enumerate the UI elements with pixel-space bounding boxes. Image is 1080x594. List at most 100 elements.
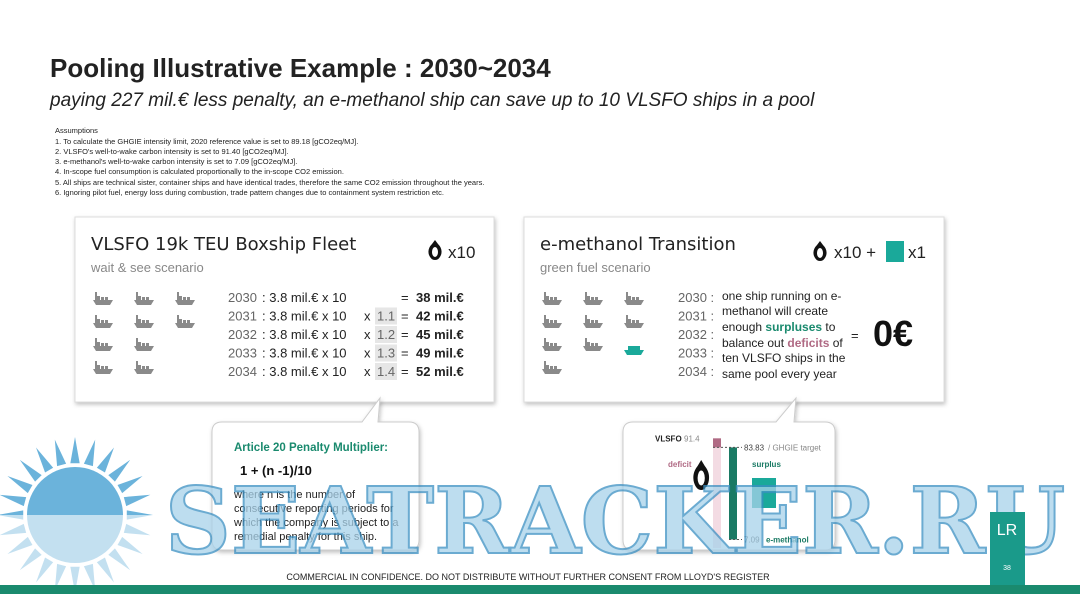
result: 45 mil.€ <box>416 327 464 342</box>
fleet-count: x10 + <box>834 243 876 262</box>
years: 2030 : 2031 : 2032 : 2033 : 2034 : <box>678 290 714 379</box>
assumption: 6. Ignoring pilot fuel, energy loss duri… <box>55 188 444 197</box>
highlight <box>375 307 397 325</box>
result: 38 mil.€ <box>416 290 464 305</box>
surpluses: surpluses <box>765 320 822 334</box>
year: 2033 : <box>678 346 714 361</box>
text: of <box>829 336 843 350</box>
sun-ray <box>0 510 24 520</box>
text-line: remedial penalty for this ship. <box>234 531 377 543</box>
text-line: methanol will create <box>722 304 828 318</box>
sun-ray <box>96 447 114 473</box>
logo: LR <box>997 522 1017 539</box>
sun-ray <box>123 494 151 507</box>
surplus-label: surplus <box>752 460 781 469</box>
year: 2034 : <box>678 364 714 379</box>
right-card <box>523 216 945 403</box>
emethanol-value: 7.09 <box>744 535 760 544</box>
sun-ray <box>54 439 67 467</box>
sun <box>27 467 123 563</box>
assumption: 5. All ships are technical sister, conta… <box>55 178 484 187</box>
year: 2034 <box>228 364 257 379</box>
formula: : 3.8 mil.€ x 10 <box>262 327 347 342</box>
surplus-bar <box>729 447 737 540</box>
text: enough <box>722 320 765 334</box>
footer-notice: COMMERCIAL IN CONFIDENCE. DO NOT DISTRIB… <box>286 572 770 582</box>
multiplier: 1.2 <box>377 327 395 342</box>
times: x <box>364 364 371 379</box>
assumption: 1. To calculate the GHGIE intensity limi… <box>55 137 358 146</box>
sun-ray <box>7 476 33 494</box>
year: 2032 <box>228 327 257 342</box>
assumptions-heading: Assumptions <box>55 126 98 135</box>
multiplier: 1.4 <box>377 364 395 379</box>
equals: = <box>401 309 409 324</box>
target-label: / GHGIE target <box>768 443 822 452</box>
result: 0€ <box>873 313 913 354</box>
vlsfo-value: 91.4 <box>684 434 700 443</box>
formula: 1 + (n -1)/10 <box>240 463 312 478</box>
year: 2032 : <box>678 327 714 342</box>
text-line: where n is the number of <box>233 489 356 501</box>
text: to <box>822 320 836 334</box>
equals: = <box>401 327 409 342</box>
green-fuel-icon <box>886 241 904 262</box>
equals: = <box>851 328 859 343</box>
sun-ray <box>36 447 54 473</box>
equals: = <box>401 346 409 361</box>
sun-ray <box>83 563 96 591</box>
assumption: 4. In-scope fuel consumption is calculat… <box>55 167 344 176</box>
page-number: 38 <box>1003 565 1011 572</box>
deficits: deficits <box>787 336 829 350</box>
sun-ray <box>0 523 27 536</box>
formula: : 3.8 mil.€ x 10 <box>262 364 347 379</box>
multiplier: 1.3 <box>377 346 395 361</box>
highlight <box>375 363 397 380</box>
sun-ray <box>36 557 54 583</box>
deficit-bar <box>713 438 721 448</box>
footer-bar <box>0 585 1080 594</box>
target-value: 83.83 <box>744 443 765 452</box>
highlight <box>375 326 397 343</box>
formula: : 3.8 mil.€ x 10 <box>262 290 347 305</box>
sun-ray <box>19 459 42 482</box>
result: 52 mil.€ <box>416 364 464 379</box>
text-line: enough surpluses to <box>722 320 836 334</box>
formula: : 3.8 mil.€ x 10 <box>262 346 347 361</box>
text-line: which the company is subject to a <box>233 517 399 529</box>
green-ship-icon <box>624 346 644 355</box>
text-line: consecutive reporting periods for <box>234 503 394 515</box>
result: 42 mil.€ <box>416 309 464 324</box>
sun-ray <box>117 536 143 554</box>
sun-ray <box>0 494 27 507</box>
year: 2033 <box>228 346 257 361</box>
year: 2030 : <box>678 290 714 305</box>
times: x <box>364 327 371 342</box>
horizon <box>0 515 170 594</box>
card-subtitle: wait & see scenario <box>90 260 204 275</box>
sun-ray <box>70 437 80 464</box>
watermark-text: SEATRACKER.RU <box>165 467 1065 575</box>
ship-icons <box>542 292 644 374</box>
subtitle: paying 227 mil.€ less penalty, an e-meth… <box>49 90 815 111</box>
sun-ray <box>108 459 131 482</box>
sun-ray <box>70 566 80 593</box>
sun-ray <box>96 557 114 583</box>
multiplier: 1.1 <box>377 309 395 324</box>
text-line: balance out deficits of <box>722 336 843 350</box>
equals: = <box>401 290 409 305</box>
text-line: ten VLSFO ships in the <box>722 351 846 365</box>
year: 2031 <box>228 309 257 324</box>
sun-ray <box>108 548 131 571</box>
callout-heading: Article 20 Penalty Multiplier: <box>234 442 388 454</box>
penalty-rows: 2030: 3.8 mil.€ x 10 = 38 mil.€ 2031: 3.8 m… <box>228 290 464 380</box>
emethanol-label: e-methanol <box>766 535 809 544</box>
vlsfo-label: VLSFO <box>655 434 682 443</box>
card-title: VLSFO 19k TEU Boxship Fleet <box>91 234 356 255</box>
fleet-count: x10 <box>448 243 475 262</box>
text-line: same pool every year <box>722 367 837 381</box>
text-line: one ship running on e- <box>722 289 841 303</box>
times: x <box>364 346 371 361</box>
formula: : 3.8 mil.€ x 10 <box>262 309 347 324</box>
sun-ray <box>126 510 153 520</box>
